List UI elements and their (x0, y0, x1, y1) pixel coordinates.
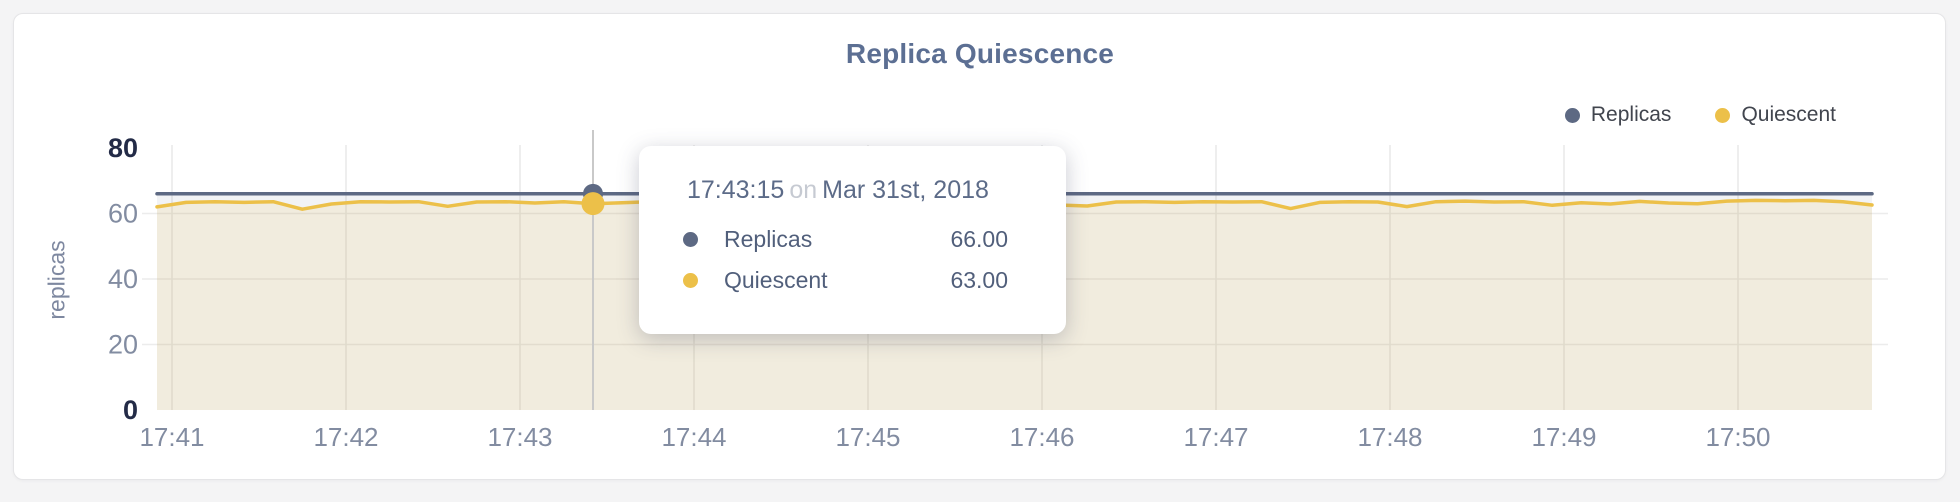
hover-dot-quiescent (581, 192, 605, 216)
x-tick-label: 17:48 (1357, 422, 1422, 452)
x-tick-label: 17:43 (487, 422, 552, 452)
legend-label-replicas: Replicas (1590, 103, 1672, 126)
y-tick-label: 80 (108, 133, 138, 163)
y-tick-label: 60 (108, 199, 138, 229)
x-tick-label: 17:45 (835, 422, 900, 452)
x-tick-label: 17:42 (313, 422, 378, 452)
tooltip-header: 17:43:15 on Mar 31st, 2018 (687, 176, 1008, 205)
x-tick-label: 17:44 (661, 422, 726, 452)
hover-tooltip: 17:43:15 on Mar 31st, 2018 Replicas 66.00 … (639, 146, 1066, 334)
replicas-dot-icon (683, 232, 698, 247)
tooltip-time: 17:43:15 (687, 176, 785, 204)
quiescent-dot-icon (683, 273, 698, 288)
quiescent-legend-dot-icon (1715, 107, 1731, 123)
x-tick-label: 17:46 (1009, 422, 1074, 452)
tooltip-label-replicas: Replicas (724, 226, 813, 252)
tooltip-date: Mar 31st, 2018 (822, 176, 989, 204)
x-tick-label: 17:49 (1531, 422, 1596, 452)
y-tick-label: 40 (108, 264, 138, 294)
tooltip-row-quiescent: Quiescent 63.00 (683, 260, 1008, 301)
replicas-legend-dot-icon (1564, 107, 1580, 123)
tooltip-value-quiescent: 63.00 (950, 267, 1008, 293)
legend-item-quiescent[interactable]: Quiescent (1715, 103, 1836, 127)
tooltip-value-replicas: 66.00 (950, 226, 1008, 252)
y-tick-label: 0 (123, 395, 138, 425)
tooltip-conjunction: on (789, 176, 818, 204)
legend: Replicas Quiescent (1564, 103, 1836, 127)
tooltip-row-replicas: Replicas 66.00 (683, 219, 1008, 260)
x-tick-label: 17:41 (139, 422, 204, 452)
x-tick-label: 17:47 (1183, 422, 1248, 452)
legend-label-quiescent: Quiescent (1741, 103, 1836, 126)
legend-item-replicas[interactable]: Replicas (1564, 103, 1672, 127)
chart-title: Replica Quiescence (845, 38, 1115, 69)
tooltip-label-quiescent: Quiescent (724, 267, 828, 293)
y-tick-label: 20 (108, 330, 138, 360)
x-tick-label: 17:50 (1705, 422, 1770, 452)
